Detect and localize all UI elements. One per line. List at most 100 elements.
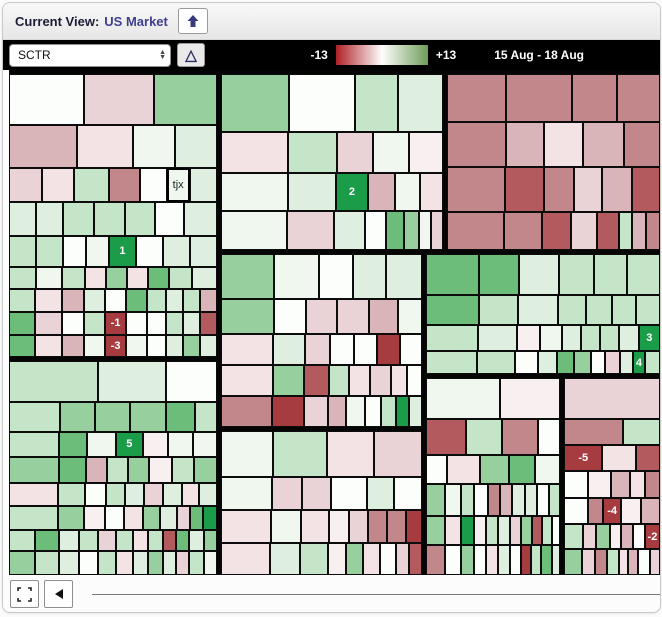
map-cell[interactable] — [346, 543, 363, 575]
map-cell[interactable] — [86, 431, 116, 458]
map-cell[interactable] — [630, 470, 646, 499]
map-cell[interactable] — [426, 515, 446, 546]
map-cell[interactable] — [220, 430, 273, 477]
map-cell[interactable] — [510, 545, 521, 576]
map-cell[interactable] — [364, 395, 382, 427]
map-cell[interactable] — [487, 484, 501, 516]
map-cell[interactable] — [485, 515, 498, 546]
map-cell[interactable] — [85, 235, 109, 267]
map-cell[interactable] — [617, 74, 660, 122]
map-cell[interactable] — [620, 498, 641, 524]
map-cell[interactable] — [635, 445, 660, 471]
map-cell[interactable] — [327, 543, 347, 575]
map-cell[interactable] — [97, 360, 167, 402]
map-cell[interactable] — [518, 254, 559, 295]
map-cell[interactable] — [191, 266, 217, 290]
map-cell[interactable] — [273, 299, 307, 334]
map-cell[interactable] — [58, 530, 80, 552]
map-cell[interactable] — [549, 484, 561, 516]
map-cell[interactable] — [354, 333, 378, 365]
back-button[interactable] — [44, 580, 73, 608]
map-cell[interactable] — [220, 395, 273, 427]
map-cell[interactable] — [409, 395, 423, 427]
map-cell[interactable] — [365, 211, 386, 251]
map-cell[interactable] — [521, 515, 532, 546]
map-cell[interactable] — [35, 334, 62, 358]
map-cell[interactable] — [518, 295, 558, 325]
map-cell[interactable] — [582, 549, 596, 576]
map-cell[interactable] — [404, 211, 419, 251]
map-cell[interactable] — [373, 132, 410, 173]
map-cell[interactable] — [543, 167, 574, 212]
map-cell[interactable] — [426, 324, 478, 352]
map-cell[interactable] — [106, 482, 126, 507]
map-cell[interactable] — [128, 457, 150, 483]
map-cell[interactable] — [596, 523, 610, 550]
view-mode-select[interactable]: SCTR ▲ ▼ — [9, 43, 171, 67]
map-cell[interactable] — [273, 333, 306, 365]
map-cell[interactable] — [500, 484, 513, 516]
fullscreen-button[interactable] — [10, 580, 39, 608]
map-cell[interactable] — [146, 289, 166, 312]
map-cell[interactable] — [61, 312, 85, 335]
map-cell[interactable] — [125, 334, 147, 358]
map-cell[interactable] — [606, 549, 619, 576]
map-cell[interactable] — [127, 266, 149, 290]
map-cell[interactable] — [97, 530, 117, 552]
map-cell[interactable] — [116, 551, 134, 575]
map-cell[interactable] — [182, 334, 200, 358]
map-cell[interactable] — [396, 395, 410, 427]
map-cell[interactable] — [135, 235, 163, 267]
map-cell[interactable] — [620, 351, 633, 374]
map-cell[interactable] — [35, 289, 62, 312]
map-cell[interactable] — [447, 121, 506, 168]
map-cell[interactable] — [176, 506, 191, 530]
map-cell[interactable] — [328, 364, 350, 396]
map-cell[interactable] — [381, 395, 397, 427]
map-cell--5[interactable]: -5 — [564, 445, 603, 471]
map-cell[interactable] — [272, 364, 305, 396]
map-cell[interactable] — [564, 523, 583, 550]
map-cell[interactable] — [9, 289, 36, 312]
map-cell-4[interactable]: 4 — [632, 351, 646, 374]
map-cell[interactable] — [182, 482, 200, 507]
map-cell[interactable] — [497, 515, 511, 546]
map-cell[interactable] — [426, 484, 446, 516]
map-cell[interactable] — [85, 482, 107, 507]
map-cell[interactable] — [587, 470, 612, 499]
map-cell-2[interactable]: 2 — [336, 172, 368, 212]
map-cell[interactable] — [199, 312, 217, 335]
map-cell[interactable] — [445, 515, 461, 546]
map-cell[interactable] — [631, 167, 660, 212]
map-cell[interactable] — [346, 395, 365, 427]
map-cell[interactable] — [336, 299, 370, 334]
map-cell[interactable] — [169, 266, 192, 290]
map-cell[interactable] — [9, 334, 36, 358]
map-cell[interactable] — [602, 445, 636, 471]
map-cell--2[interactable]: -2 — [644, 523, 660, 550]
map-cell[interactable] — [58, 457, 86, 483]
map-cell[interactable] — [162, 551, 176, 575]
map-cell[interactable] — [94, 201, 126, 236]
map-cell[interactable] — [544, 121, 583, 168]
map-cell[interactable] — [605, 351, 621, 374]
map-cell[interactable] — [618, 211, 633, 251]
map-cell[interactable] — [220, 132, 289, 173]
map-cell[interactable] — [349, 364, 370, 396]
map-cell[interactable] — [84, 289, 106, 312]
map-cell[interactable] — [182, 312, 200, 335]
map-cell[interactable] — [189, 167, 217, 202]
map-cell[interactable] — [540, 545, 552, 576]
map-cell[interactable] — [362, 543, 380, 575]
map-cell[interactable] — [188, 551, 204, 575]
map-cell[interactable] — [446, 454, 480, 485]
map-cell[interactable] — [34, 551, 59, 575]
map-cell[interactable] — [473, 515, 486, 546]
map-cell[interactable] — [571, 211, 597, 251]
map-cell[interactable] — [188, 530, 204, 552]
map-cell[interactable] — [368, 510, 387, 544]
map-cell[interactable] — [650, 549, 660, 576]
map-cell[interactable] — [530, 545, 541, 576]
map-cell[interactable] — [497, 545, 511, 576]
map-cell[interactable] — [220, 333, 274, 365]
